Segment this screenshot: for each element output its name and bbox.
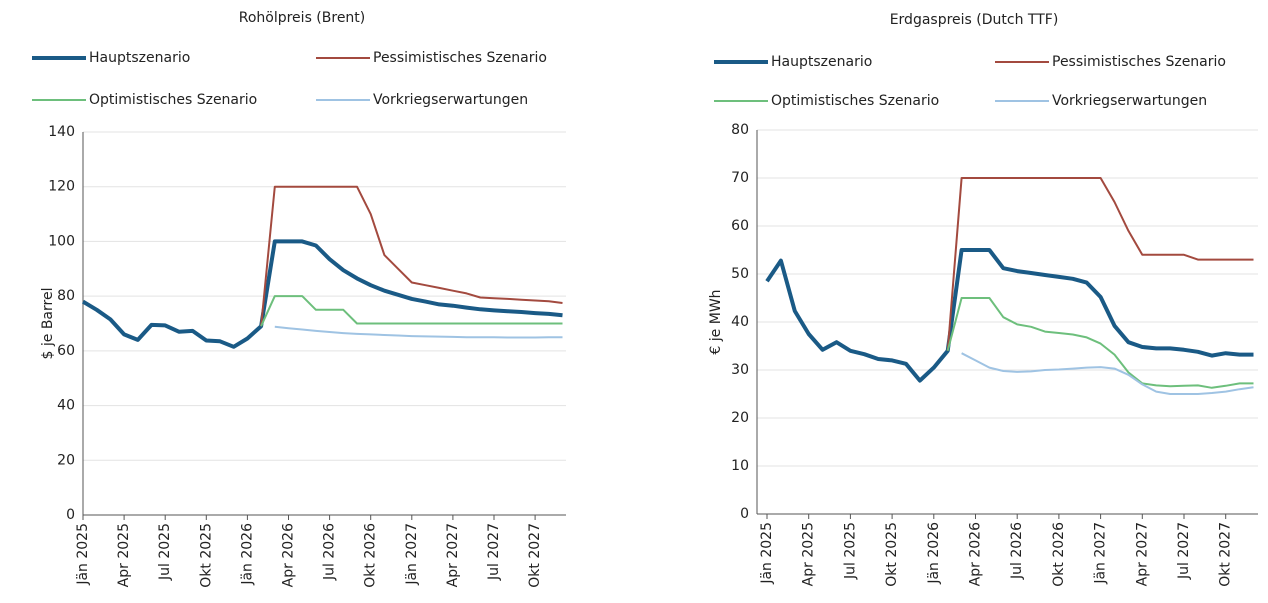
x-tick-label: Jän 2026 [239,523,255,586]
x-tick-label: Jän 2026 [926,522,942,585]
y-tick-label: 0 [740,506,749,522]
series-line [260,295,563,327]
series-line [765,248,1254,383]
y-axis-label: € je MWh [708,289,724,354]
legend-label: Pessimistisches Szenario [1052,54,1226,70]
x-tick-label: Jul 2026 [322,523,338,581]
series-line [274,325,563,339]
legend-label: Optimistisches Szenario [89,92,257,108]
x-tick-label: Apr 2025 [801,522,817,586]
legend-label: Pessimistisches Szenario [373,50,547,66]
legend-label: Vorkriegserwartungen [1052,93,1207,109]
y-tick-label: 80 [731,122,749,138]
y-tick-label: 70 [731,170,749,186]
legend-label: Optimistisches Szenario [771,93,939,109]
y-tick-label: 10 [731,458,749,474]
x-tick-label: Okt 2025 [198,523,214,588]
y-tick-label: 140 [48,124,75,140]
y-tick-label: 0 [66,507,75,523]
y-tick-label: 50 [731,266,749,282]
x-tick-label: Okt 2025 [884,522,900,587]
y-tick-label: 20 [731,410,749,426]
x-tick-label: Apr 2027 [445,523,461,587]
y-tick-label: 20 [57,452,75,468]
x-tick-label: Okt 2027 [527,523,543,588]
x-tick-label: Jul 2027 [1176,522,1192,580]
y-tick-label: 30 [731,362,749,378]
chart-title: Erdgaspreis (Dutch TTF) [890,12,1059,28]
x-tick-label: Jän 2025 [759,522,775,585]
x-tick-label: Okt 2026 [1051,522,1067,587]
y-tick-label: 40 [57,398,75,414]
y-tick-label: 80 [57,288,75,304]
legend-label: Hauptszenario [89,50,190,66]
y-tick-label: 100 [48,233,75,249]
series-line [961,352,1254,395]
y-tick-label: 60 [57,343,75,359]
x-tick-label: Apr 2025 [116,523,132,587]
x-tick-label: Jän 2027 [404,523,420,586]
series-line [946,297,1254,389]
x-tick-label: Jul 2025 [157,523,173,581]
y-axis-label: $ je Barrel [40,288,56,360]
x-tick-label: Apr 2027 [1134,522,1150,586]
x-tick-label: Okt 2026 [363,523,379,588]
x-tick-label: Jul 2025 [842,522,858,580]
legend-label: Hauptszenario [771,54,872,70]
y-tick-label: 40 [731,314,749,330]
x-tick-label: Apr 2026 [281,523,297,587]
y-tick-label: 60 [731,218,749,234]
chart-title: Rohölpreis (Brent) [239,10,366,26]
y-tick-label: 120 [48,179,75,195]
x-tick-label: Jän 2025 [75,523,91,586]
x-tick-label: Jän 2027 [1093,522,1109,585]
series-line [81,239,563,349]
x-tick-label: Jul 2027 [486,523,502,581]
x-tick-label: Jul 2026 [1009,522,1025,580]
series-line [946,177,1254,351]
x-tick-label: Apr 2026 [968,522,984,586]
x-tick-label: Okt 2027 [1218,522,1234,587]
series-line [260,185,563,327]
legend-label: Vorkriegserwartungen [373,92,528,108]
